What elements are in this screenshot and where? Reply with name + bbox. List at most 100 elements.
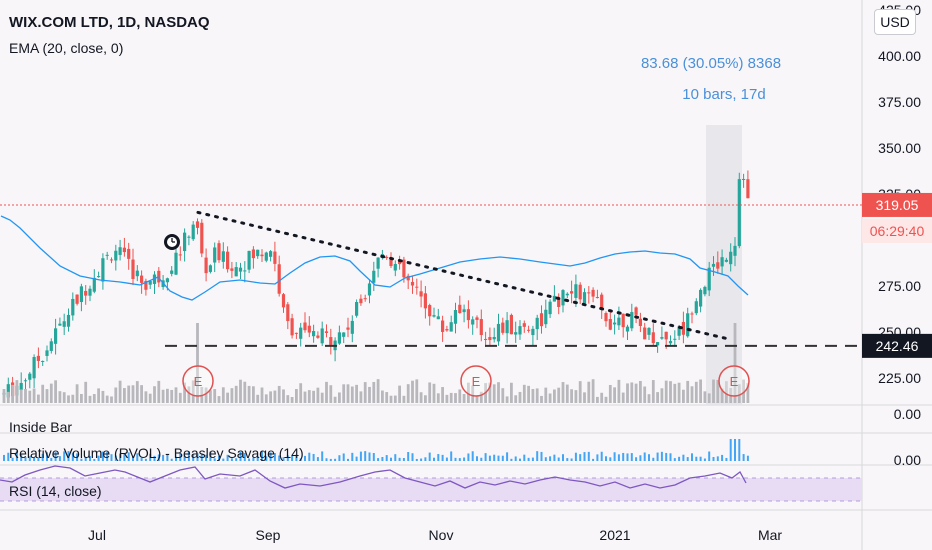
rvol-bar	[493, 454, 496, 461]
candle-body	[114, 250, 118, 261]
candle-body	[238, 267, 243, 272]
volume-bar	[2, 389, 6, 403]
volume-bar	[368, 386, 371, 403]
rvol-bar	[325, 458, 328, 461]
rvol-bar	[463, 457, 466, 461]
candle-body	[234, 267, 238, 277]
candle-body	[183, 232, 187, 252]
rvol-bar	[213, 458, 216, 461]
rvol-bar	[484, 453, 487, 461]
volume-bar	[226, 392, 229, 403]
candle-body	[436, 316, 440, 320]
volume-bar	[299, 383, 303, 403]
volume-bar	[135, 381, 139, 403]
rvol-bar	[441, 454, 444, 461]
candle-body	[118, 247, 122, 255]
rvol-bar	[506, 452, 509, 461]
volume-bar	[686, 380, 690, 403]
volume-bar	[411, 380, 414, 403]
rvol-bar	[278, 455, 281, 461]
candle-body	[286, 304, 290, 322]
candle-body	[535, 317, 539, 330]
candle-body	[531, 328, 535, 336]
volume-bar	[643, 386, 647, 403]
volume-bar	[372, 381, 376, 403]
rvol-bar	[89, 456, 91, 461]
candle-body	[638, 318, 642, 326]
candle-body	[273, 251, 277, 264]
rvol-bar	[746, 455, 749, 461]
candle-body	[45, 350, 49, 356]
volume-bar	[329, 385, 333, 403]
time-axis-label: Mar	[758, 527, 782, 543]
symbol-title[interactable]: WIX.COM LTD, 1D, NASDAQ	[9, 14, 210, 31]
candle-body	[479, 319, 483, 335]
candle-body	[466, 309, 470, 321]
earnings-marker[interactable]	[182, 365, 214, 397]
ema-legend[interactable]: EMA (20, close, 0)	[9, 40, 124, 56]
currency-button[interactable]: USD	[874, 9, 916, 35]
volume-bar	[6, 391, 10, 403]
rvol-bar	[738, 439, 741, 461]
volume-bar	[217, 396, 221, 403]
candle-body	[578, 284, 582, 300]
candle-body	[359, 298, 363, 304]
rvol-bar	[613, 452, 616, 461]
candle-body	[312, 331, 316, 337]
candle-body	[385, 256, 389, 259]
volume-bar	[389, 395, 393, 403]
volume-bar	[432, 383, 436, 403]
volume-bar	[626, 383, 629, 403]
rvol-bar	[123, 453, 126, 461]
candle-body	[19, 382, 23, 390]
inside-bar-label[interactable]: Inside Bar	[9, 419, 72, 435]
rvol-bar	[230, 458, 233, 461]
rvol-bar	[665, 452, 668, 461]
rvol-bar	[682, 454, 685, 461]
rvol-bar	[600, 451, 603, 461]
candle-body	[398, 260, 402, 265]
time-axis-label: 2021	[599, 527, 630, 543]
volume-bar	[140, 385, 143, 403]
earnings-marker[interactable]	[460, 365, 492, 397]
candle-body	[329, 337, 333, 345]
candle-body	[625, 326, 630, 332]
volume-bar	[273, 390, 277, 403]
volume-bar	[604, 396, 608, 403]
volume-bar	[428, 382, 432, 403]
candle-body	[324, 331, 329, 334]
volume-bar	[307, 390, 311, 403]
volume-bar	[737, 384, 741, 403]
rvol-bar	[626, 453, 629, 461]
candle-body	[746, 179, 750, 199]
rvol-legend[interactable]: Relative Volume (RVOL) - Beasley Savage …	[9, 445, 304, 461]
rvol-bar	[299, 458, 302, 461]
volume-bar	[514, 395, 518, 403]
volume-bar	[221, 387, 225, 403]
candle-body	[178, 254, 182, 256]
rvol-bar	[200, 454, 203, 461]
trendline[interactable]	[196, 210, 732, 341]
volume-bar	[290, 396, 294, 403]
rvol-bar	[377, 458, 380, 461]
time-axis-label: Sep	[256, 527, 281, 543]
volume-bar	[677, 382, 681, 403]
rvol-bar	[385, 455, 388, 461]
rvol-bar	[660, 451, 663, 461]
candle-body	[724, 259, 728, 262]
volume-bar	[621, 392, 625, 403]
candle-body	[316, 335, 320, 338]
candle-body	[62, 321, 66, 327]
rvol-bar	[630, 453, 633, 461]
candle-body	[574, 284, 578, 298]
volume-bar	[114, 387, 118, 403]
earnings-marker[interactable]	[718, 365, 750, 397]
candle-body	[75, 294, 79, 304]
candle-body	[92, 277, 96, 292]
candle-body	[269, 251, 273, 257]
rsi-legend[interactable]: RSI (14, close)	[9, 483, 102, 499]
rvol-bar	[480, 457, 483, 461]
rvol-bar	[596, 454, 599, 461]
rvol-bar	[652, 457, 655, 461]
